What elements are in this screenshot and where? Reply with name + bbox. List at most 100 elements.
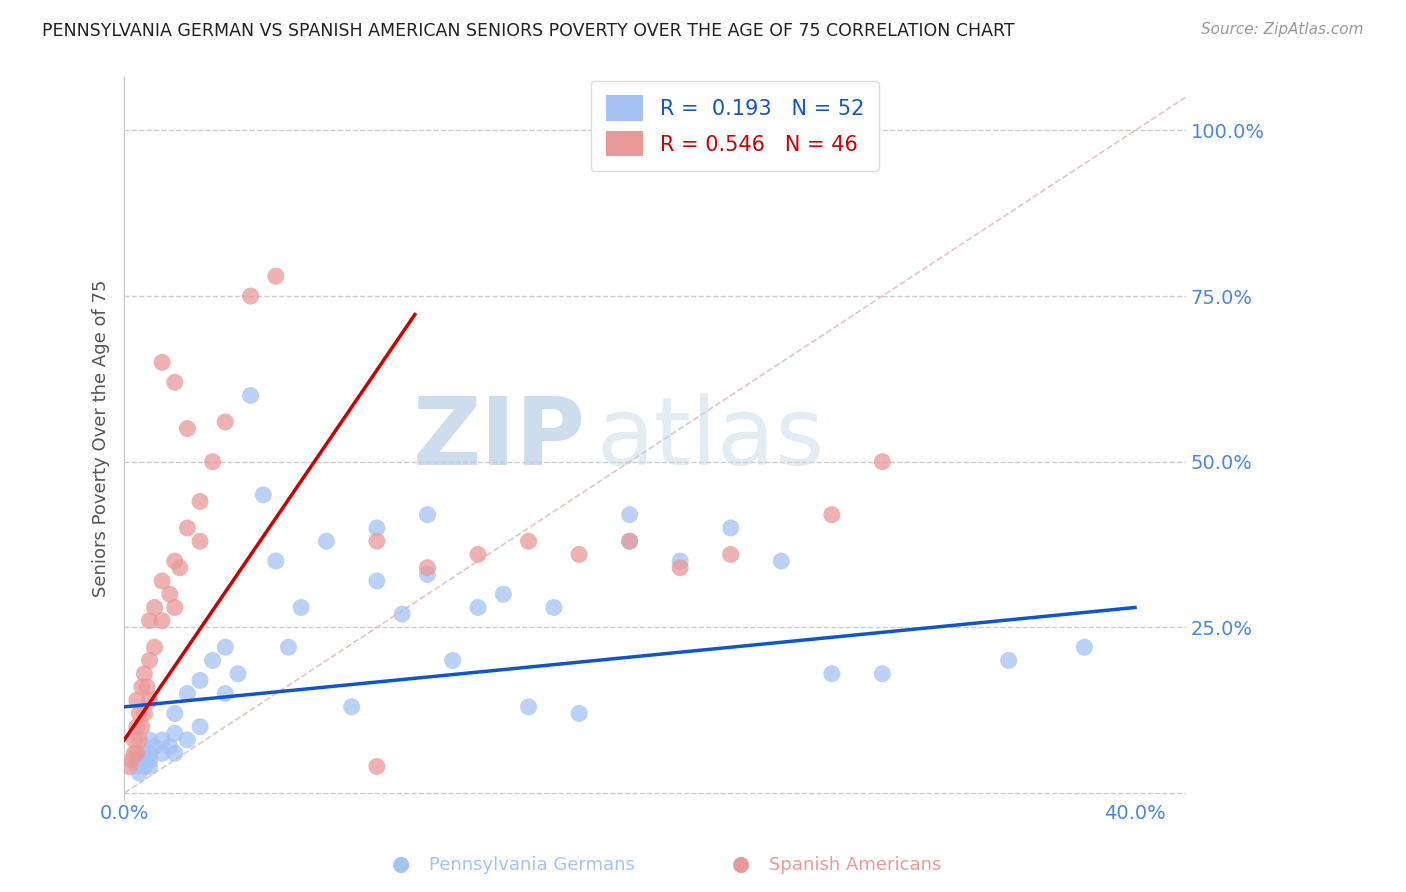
Point — [239, 289, 262, 303]
Point — [124, 746, 146, 760]
Point — [188, 673, 211, 688]
Point — [517, 699, 540, 714]
Point — [619, 508, 641, 522]
Point — [138, 614, 160, 628]
Point — [720, 548, 742, 562]
Point — [416, 508, 439, 522]
Point — [188, 494, 211, 508]
Point — [128, 733, 150, 747]
Point — [188, 534, 211, 549]
Point — [821, 666, 844, 681]
Point — [264, 554, 287, 568]
Point — [720, 521, 742, 535]
Point — [150, 746, 173, 760]
Point — [136, 680, 159, 694]
Point — [252, 488, 274, 502]
Point — [277, 640, 299, 655]
Text: ●: ● — [392, 854, 409, 873]
Point — [134, 706, 156, 721]
Point — [619, 534, 641, 549]
Point — [143, 600, 166, 615]
Point — [150, 355, 173, 369]
Point — [366, 534, 388, 549]
Point — [131, 746, 153, 760]
Point — [467, 548, 489, 562]
Point — [125, 693, 148, 707]
Point — [1073, 640, 1095, 655]
Point — [159, 739, 181, 754]
Point — [188, 720, 211, 734]
Point — [226, 666, 249, 681]
Point — [176, 687, 198, 701]
Point — [143, 640, 166, 655]
Point — [441, 653, 464, 667]
Point — [134, 666, 156, 681]
Point — [138, 746, 160, 760]
Point — [315, 534, 337, 549]
Point — [290, 600, 312, 615]
Point — [366, 574, 388, 588]
Point — [416, 567, 439, 582]
Point — [239, 388, 262, 402]
Point — [143, 739, 166, 754]
Point — [138, 759, 160, 773]
Point — [131, 720, 153, 734]
Point — [264, 269, 287, 284]
Point — [169, 560, 191, 574]
Point — [128, 766, 150, 780]
Y-axis label: Seniors Poverty Over the Age of 75: Seniors Poverty Over the Age of 75 — [93, 280, 110, 598]
Point — [121, 753, 143, 767]
Point — [138, 693, 160, 707]
Point — [138, 653, 160, 667]
Point — [997, 653, 1019, 667]
Point — [125, 720, 148, 734]
Point — [163, 600, 186, 615]
Text: ●: ● — [733, 854, 749, 873]
Point — [134, 759, 156, 773]
Point — [568, 548, 591, 562]
Point — [214, 687, 236, 701]
Point — [176, 733, 198, 747]
Point — [416, 560, 439, 574]
Point — [163, 706, 186, 721]
Point — [138, 733, 160, 747]
Point — [163, 746, 186, 760]
Point — [136, 753, 159, 767]
Point — [366, 759, 388, 773]
Point — [138, 753, 160, 767]
Point — [467, 600, 489, 615]
Point — [872, 455, 894, 469]
Text: Source: ZipAtlas.com: Source: ZipAtlas.com — [1201, 22, 1364, 37]
Point — [150, 733, 173, 747]
Point — [872, 666, 894, 681]
Point — [201, 653, 224, 667]
Point — [128, 706, 150, 721]
Text: Spanish Americans: Spanish Americans — [747, 855, 941, 873]
Point — [159, 587, 181, 601]
Point — [118, 759, 141, 773]
Point — [770, 554, 793, 568]
Point — [391, 607, 413, 621]
Point — [214, 415, 236, 429]
Text: atlas: atlas — [596, 392, 825, 484]
Text: PENNSYLVANIA GERMAN VS SPANISH AMERICAN SENIORS POVERTY OVER THE AGE OF 75 CORRE: PENNSYLVANIA GERMAN VS SPANISH AMERICAN … — [42, 22, 1015, 40]
Point — [568, 706, 591, 721]
Point — [124, 733, 146, 747]
Point — [125, 753, 148, 767]
Point — [163, 554, 186, 568]
Legend: R =  0.193   N = 52, R = 0.546   N = 46: R = 0.193 N = 52, R = 0.546 N = 46 — [591, 80, 879, 171]
Point — [669, 560, 692, 574]
Point — [543, 600, 565, 615]
Point — [492, 587, 515, 601]
Point — [669, 554, 692, 568]
Point — [366, 521, 388, 535]
Text: ZIP: ZIP — [413, 392, 586, 484]
Point — [214, 640, 236, 655]
Point — [821, 508, 844, 522]
Point — [150, 574, 173, 588]
Point — [176, 521, 198, 535]
Point — [201, 455, 224, 469]
Point — [340, 699, 363, 714]
Text: Pennsylvania Germans: Pennsylvania Germans — [406, 855, 634, 873]
Point — [125, 746, 148, 760]
